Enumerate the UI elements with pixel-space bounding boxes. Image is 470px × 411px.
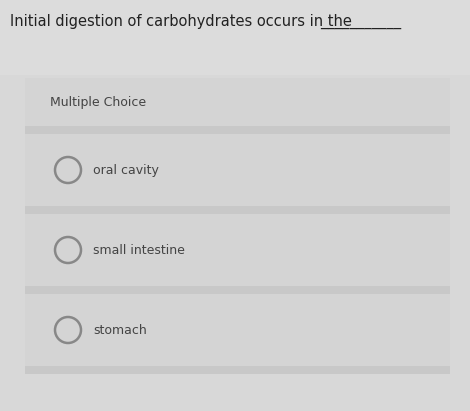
Bar — [0, 0, 470, 75]
Text: stomach: stomach — [93, 323, 147, 337]
Text: small intestine: small intestine — [93, 243, 185, 256]
Bar — [25, 134, 450, 206]
Bar — [25, 294, 450, 366]
Text: Multiple Choice: Multiple Choice — [50, 95, 146, 109]
Bar — [25, 78, 450, 403]
Bar — [25, 286, 450, 294]
Bar — [25, 206, 450, 214]
Bar — [25, 78, 450, 126]
Bar — [25, 214, 450, 286]
Bar — [25, 126, 450, 134]
Text: ___________: ___________ — [320, 14, 401, 29]
Text: oral cavity: oral cavity — [93, 164, 159, 176]
Bar — [25, 366, 450, 374]
Text: Initial digestion of carbohydrates occurs in the: Initial digestion of carbohydrates occur… — [10, 14, 357, 29]
